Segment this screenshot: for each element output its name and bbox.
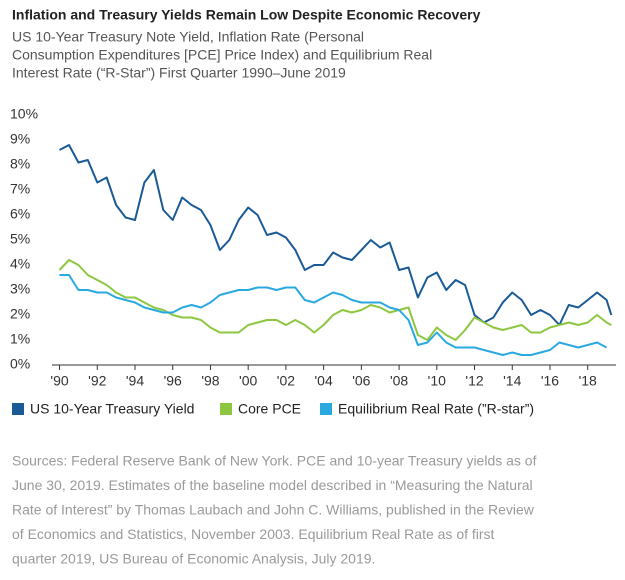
series-line: [59, 144, 613, 326]
x-tick-label: '98: [201, 373, 219, 389]
y-tick-label: 4%: [10, 256, 30, 272]
y-tick-label: 8%: [10, 156, 30, 172]
series-line: [58, 259, 612, 341]
y-tick-label: 2%: [10, 306, 30, 322]
legend-label: Equilibrium Real Rate (”R-star”): [338, 401, 534, 417]
source-note: of Economics and Statistics, November 20…: [12, 526, 495, 542]
x-tick-label: '02: [277, 373, 295, 389]
series-line: [59, 274, 608, 356]
y-tick-label: 5%: [10, 231, 30, 247]
x-tick-label: '10: [428, 373, 446, 389]
x-tick-label: '12: [465, 373, 483, 389]
x-tick-label: '14: [503, 373, 521, 389]
source-note: Rate of Interest” by Thomas Laubach and …: [12, 502, 535, 518]
x-tick-label: '90: [50, 373, 68, 389]
y-tick-label: 7%: [10, 181, 30, 197]
subtitle: Consumption Expenditures [PCE] Price Ind…: [12, 47, 432, 63]
y-tick-label: 10%: [10, 106, 38, 122]
x-tick-label: '06: [352, 373, 370, 389]
subtitle: Interest Rate (“R-Star”) First Quarter 1…: [12, 65, 346, 81]
x-tick-label: '00: [239, 373, 257, 389]
y-tick-label: 1%: [10, 331, 30, 347]
y-tick-label: 3%: [10, 281, 30, 297]
source-note: June 30, 2019. Estimates of the baseline…: [12, 477, 533, 493]
legend-label: Core PCE: [238, 401, 301, 417]
source-note: Sources: Federal Reserve Bank of New Yor…: [12, 453, 537, 469]
source-note: quarter 2019, US Bureau of Economic Anal…: [12, 551, 375, 567]
legend-label: US 10-Year Treasury Yield: [30, 401, 194, 417]
x-tick-label: '96: [164, 373, 182, 389]
y-tick-label: 0%: [10, 356, 30, 372]
y-tick-label: 9%: [10, 131, 30, 147]
legend-swatch: [12, 403, 24, 415]
legend-swatch: [220, 403, 232, 415]
subtitle: US 10-Year Treasury Note Yield, Inflatio…: [12, 29, 364, 45]
x-tick-label: '08: [390, 373, 408, 389]
y-tick-label: 6%: [10, 206, 30, 222]
legend-swatch: [320, 403, 332, 415]
x-tick-label: '04: [315, 373, 333, 389]
chart-title: Inflation and Treasury Yields Remain Low…: [12, 7, 481, 23]
x-tick-label: '16: [541, 373, 559, 389]
x-tick-label: '18: [579, 373, 597, 389]
x-tick-label: '94: [126, 373, 144, 389]
x-tick-label: '92: [88, 373, 106, 389]
